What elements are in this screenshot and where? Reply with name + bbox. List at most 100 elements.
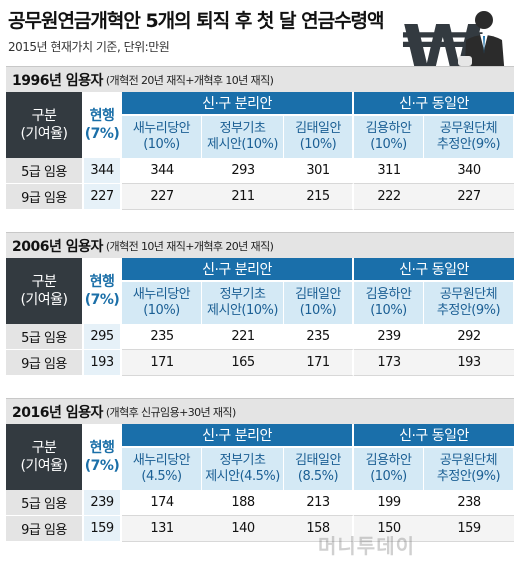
plan-value-cell: 227 bbox=[122, 184, 202, 210]
plan-header: 김용하안 (10%) bbox=[354, 448, 424, 490]
plan-value-cell: 222 bbox=[354, 184, 424, 210]
page-title: 공무원연금개혁안 5개의 퇴직 후 첫 달 연금수령액 bbox=[8, 10, 385, 32]
plan-value-cell: 235 bbox=[122, 324, 202, 350]
plan-value-cell: 340 bbox=[424, 158, 514, 184]
column-header-gubun: 구분 (기여율) bbox=[6, 92, 84, 158]
section-2006: 2006년 임용자 (개혁전 10년 재직+개혁후 20년 재직) 구분 (기여율) 현… bbox=[6, 232, 514, 376]
plan-name: 김용하안 bbox=[365, 287, 412, 302]
plan-value-cell: 140 bbox=[202, 516, 284, 542]
plan-rate: 제시안(4.5%) bbox=[205, 469, 280, 484]
pension-table: 구분 (기여율) 현행 (7%) 신·구 분리안 신·구 동일안 새누리당안 (10%) 정부기… bbox=[6, 92, 514, 210]
plan-rate: 제시안(10%) bbox=[207, 303, 278, 318]
plan-value-cell: 301 bbox=[284, 158, 354, 184]
section-header: 2006년 임용자 (개혁전 10년 재직+개혁후 20년 재직) bbox=[6, 232, 514, 258]
plan-name: 새누리당안 bbox=[132, 453, 191, 468]
plan-header: 김태일안 (10%) bbox=[284, 282, 354, 324]
plan-header: 공무원단체 추정안(9%) bbox=[424, 282, 514, 324]
group-header-split: 신·구 분리안 bbox=[122, 424, 354, 448]
plan-header: 정부기초 제시안(4.5%) bbox=[202, 448, 284, 490]
plan-value-cell: 174 bbox=[122, 490, 202, 516]
row-label: 5급 임용 bbox=[6, 158, 84, 184]
group-header-split: 신·구 분리안 bbox=[122, 258, 354, 282]
gubun-label: 구분 bbox=[31, 440, 57, 456]
plan-header: 공무원단체 추정안(9%) bbox=[424, 116, 514, 158]
plan-rate: (10%) bbox=[370, 303, 407, 318]
current-sub-label: (7%) bbox=[84, 458, 120, 474]
table-row: 9급 임용 193 171 165 171 173 193 bbox=[6, 350, 514, 376]
plan-value-cell: 199 bbox=[354, 490, 424, 516]
plan-value-cell: 215 bbox=[284, 184, 354, 210]
gubun-sub-label: (기여율) bbox=[20, 126, 68, 142]
plan-name: 김태일안 bbox=[295, 287, 341, 302]
column-header-current: 현행 (7%) bbox=[84, 424, 122, 490]
plan-header: 김용하안 (10%) bbox=[354, 116, 424, 158]
plan-name: 김태일안 bbox=[295, 453, 341, 468]
plan-header: 새누리당안 (4.5%) bbox=[122, 448, 202, 490]
plan-value-cell: 131 bbox=[122, 516, 202, 542]
plan-value-cell: 292 bbox=[424, 324, 514, 350]
plan-rate: (10%) bbox=[370, 469, 407, 484]
plan-value-cell: 344 bbox=[122, 158, 202, 184]
plan-value-cell: 238 bbox=[424, 490, 514, 516]
row-label: 9급 임용 bbox=[6, 350, 84, 376]
header: 공무원연금개혁안 5개의 퇴직 후 첫 달 연금수령액 2015년 현재가치 기… bbox=[0, 0, 520, 62]
plan-header: 새누리당안 (10%) bbox=[122, 282, 202, 324]
current-sub-label: (7%) bbox=[84, 292, 120, 308]
plan-value-cell: 213 bbox=[284, 490, 354, 516]
plan-header: 정부기초 제시안(10%) bbox=[202, 116, 284, 158]
plan-value-cell: 158 bbox=[284, 516, 354, 542]
plan-name: 공무원단체 bbox=[439, 121, 498, 136]
gubun-sub-label: (기여율) bbox=[20, 292, 68, 308]
plan-value-cell: 171 bbox=[122, 350, 202, 376]
plan-value-cell: 235 bbox=[284, 324, 354, 350]
group-header-same: 신·구 동일안 bbox=[354, 92, 514, 116]
row-label: 5급 임용 bbox=[6, 490, 84, 516]
plan-header: 김용하안 (10%) bbox=[354, 282, 424, 324]
watermark: 머니투데이 bbox=[318, 534, 415, 558]
plan-value-cell: 188 bbox=[202, 490, 284, 516]
plan-value-cell: 171 bbox=[284, 350, 354, 376]
row-label: 5급 임용 bbox=[6, 324, 84, 350]
current-label: 현행 bbox=[89, 440, 115, 456]
plan-header: 새누리당안 (10%) bbox=[122, 116, 202, 158]
current-sub-label: (7%) bbox=[84, 126, 120, 142]
plan-rate: (10%) bbox=[370, 137, 407, 152]
plan-header: 정부기초 제시안(10%) bbox=[202, 282, 284, 324]
plan-rate: (10%) bbox=[299, 303, 337, 318]
section-note: (개혁전 10년 재직+개혁후 20년 재직) bbox=[105, 239, 274, 253]
plan-name: 김용하안 bbox=[365, 453, 412, 468]
plan-name: 정부기초 bbox=[219, 287, 266, 302]
table-row: 5급 임용 295 235 221 235 239 292 bbox=[6, 324, 514, 350]
plan-name: 정부기초 bbox=[219, 121, 266, 136]
column-header-current: 현행 (7%) bbox=[84, 92, 122, 158]
current-value-cell: 193 bbox=[84, 350, 122, 376]
row-label: 9급 임용 bbox=[6, 516, 84, 542]
plan-value-cell: 221 bbox=[202, 324, 284, 350]
plan-value-cell: 193 bbox=[424, 350, 514, 376]
group-header-same: 신·구 동일안 bbox=[354, 424, 514, 448]
plan-rate: (8.5%) bbox=[297, 469, 339, 484]
table-row: 5급 임용 344 344 293 301 311 340 bbox=[6, 158, 514, 184]
current-value-cell: 227 bbox=[84, 184, 122, 210]
plan-name: 공무원단체 bbox=[439, 453, 498, 468]
plan-name: 새누리당안 bbox=[132, 121, 191, 136]
section-1996: 1996년 임용자 (개혁전 20년 재직+개혁후 10년 재직) 구분 (기여율) 현… bbox=[6, 66, 514, 210]
plan-value-cell: 165 bbox=[202, 350, 284, 376]
section-note: (개혁전 20년 재직+개혁후 10년 재직) bbox=[105, 73, 274, 87]
column-header-gubun: 구분 (기여율) bbox=[6, 424, 84, 490]
plan-value-cell: 293 bbox=[202, 158, 284, 184]
plan-header: 김태일안 (8.5%) bbox=[284, 448, 354, 490]
plan-value-cell: 173 bbox=[354, 350, 424, 376]
plan-header: 공무원단체 추정안(9%) bbox=[424, 448, 514, 490]
plan-name: 김태일안 bbox=[295, 121, 341, 136]
plan-header: 김태일안 (10%) bbox=[284, 116, 354, 158]
group-header-split: 신·구 분리안 bbox=[122, 92, 354, 116]
column-header-current: 현행 (7%) bbox=[84, 258, 122, 324]
column-header-gubun: 구분 (기여율) bbox=[6, 258, 84, 324]
plan-rate: 추정안(9%) bbox=[436, 303, 501, 318]
plan-rate: (10%) bbox=[143, 137, 180, 152]
section-header: 2016년 임용자 (개혁후 신규임용+30년 재직) bbox=[6, 398, 514, 424]
section-header: 1996년 임용자 (개혁전 20년 재직+개혁후 10년 재직) bbox=[6, 66, 514, 92]
table-row: 9급 임용 227 227 211 215 222 227 bbox=[6, 184, 514, 210]
